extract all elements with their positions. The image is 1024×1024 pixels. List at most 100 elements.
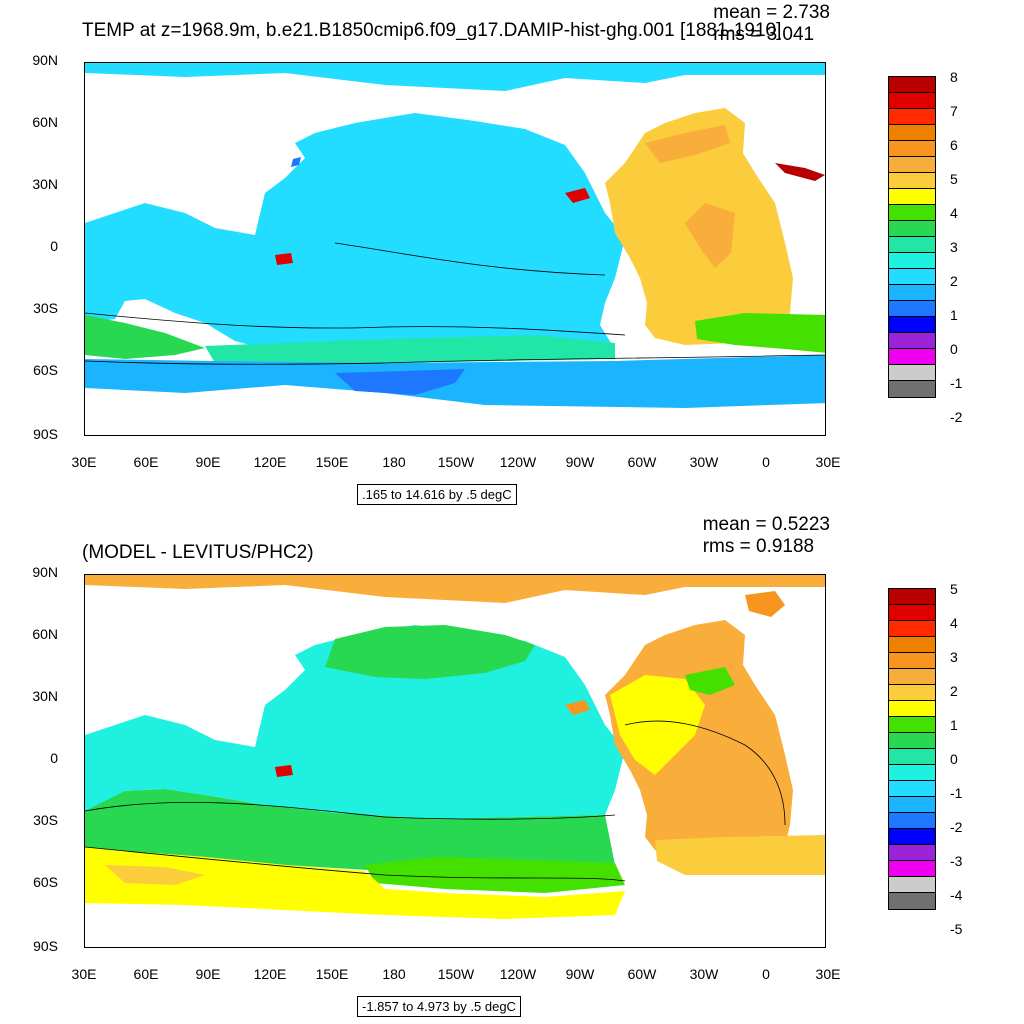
top-colorbar-label-8: 8	[950, 69, 958, 85]
colorbar-cell	[889, 813, 935, 829]
colorbar-cell	[889, 749, 935, 765]
colorbar-cell	[889, 781, 935, 797]
colorbar-cell	[889, 301, 935, 317]
colorbar-cell	[889, 349, 935, 365]
colorbar-cell	[889, 125, 935, 141]
top-lon-label-0: 0	[762, 454, 770, 470]
top-colorbar-label-6: 6	[950, 137, 958, 153]
bottom-atlantic-south-yellow	[655, 835, 825, 875]
bottom-red-spot-1	[275, 765, 293, 777]
colorbar-cell	[889, 109, 935, 125]
top-contour-info-label: .165 to 14.616 by .5 degC	[357, 484, 517, 505]
bottom-atlantic-yellow	[610, 675, 705, 775]
bottom-colorbar-label-minus4: -4	[950, 887, 963, 903]
bottom-lat-label-30n: 30N	[32, 688, 58, 704]
top-contour-3	[334, 242, 606, 276]
colorbar-cell	[889, 189, 935, 205]
colorbar-cell	[889, 605, 935, 621]
bottom-colorbar-label-4: 4	[950, 615, 958, 631]
colorbar-cell	[889, 333, 935, 349]
bottom-orange-spot	[565, 700, 590, 715]
top-colorbar-label-5: 5	[950, 171, 958, 187]
bottom-colorbar	[888, 588, 936, 910]
top-colorbar-label-2: 2	[950, 273, 958, 289]
bottom-lat-label-60n: 60N	[32, 626, 58, 642]
bottom-contour-info-label: -1.857 to 4.973 by .5 degC	[357, 996, 521, 1017]
colorbar-cell	[889, 717, 935, 733]
top-arctic-ocean	[85, 63, 825, 91]
top-colorbar	[888, 76, 936, 398]
top-contour-1	[85, 312, 626, 336]
bottom-rms-label: rms = 0.9188	[702, 536, 815, 557]
top-lat-label-0: 0	[50, 238, 58, 254]
colorbar-cell	[889, 877, 935, 893]
bottom-map	[84, 574, 826, 948]
top-map-graphic	[85, 63, 825, 408]
top-lon-label-150e: 150E	[315, 454, 349, 470]
top-lon-label-30e: 30E	[71, 454, 97, 470]
colorbar-cell	[889, 861, 935, 877]
bottom-atlantic-green	[685, 667, 735, 695]
top-colorbar-label-1: 1	[950, 307, 958, 323]
top-lon-label-60w: 60W	[627, 454, 657, 470]
top-blue-spot	[291, 157, 301, 167]
top-lat-label-90n: 90N	[32, 52, 58, 68]
top-colorbar-label-minus1: -1	[950, 375, 963, 391]
bottom-lat-label-0: 0	[50, 750, 58, 766]
top-lon-label-60e: 60E	[133, 454, 159, 470]
bottom-colorbar-label-0: 0	[950, 751, 958, 767]
top-contour-2	[85, 354, 825, 365]
bottom-lon-label-60e: 60E	[133, 966, 159, 982]
top-plot-title: TEMP at z=1968.9m, b.e21.B1850cmip6.f09_…	[82, 20, 782, 41]
top-lat-label-30s: 30S	[33, 300, 58, 316]
colorbar-cell	[889, 285, 935, 301]
colorbar-cell	[889, 797, 935, 813]
bottom-lon-label-90w: 90W	[565, 966, 595, 982]
bottom-colorbar-label-5: 5	[950, 581, 958, 597]
bottom-colorbar-label-minus1: -1	[950, 785, 963, 801]
top-lon-label-30e-end: 30E	[815, 454, 841, 470]
colorbar-cell	[889, 173, 935, 189]
bottom-arctic-ocean	[85, 575, 825, 603]
top-colorbar-label-3: 3	[950, 239, 958, 255]
bottom-southern-lightgreen	[365, 857, 625, 893]
bottom-map-graphic	[85, 575, 825, 919]
bottom-colorbar-label-2: 2	[950, 683, 958, 699]
colorbar-cell	[889, 893, 935, 909]
top-panel: TEMP at z=1968.9m, b.e21.B1850cmip6.f09_…	[32, 2, 963, 505]
bottom-lon-label-30e: 30E	[71, 966, 97, 982]
bottom-colorbar-label-minus5: -5	[950, 921, 963, 937]
top-mean-label: mean = 2.738	[713, 2, 830, 23]
bottom-colorbar-label-minus2: -2	[950, 819, 963, 835]
bottom-mean-label: mean = 0.5223	[702, 514, 830, 535]
bottom-lat-label-30s: 30S	[33, 812, 58, 828]
bottom-arctic-patch	[745, 591, 785, 617]
bottom-lon-label-120w: 120W	[499, 966, 537, 982]
bottom-southern-yellow	[85, 847, 625, 919]
top-antarctic-blue	[335, 369, 465, 395]
colorbar-cell	[889, 653, 935, 669]
bottom-contour-3	[624, 720, 786, 826]
top-atlantic-orange-south	[685, 203, 735, 268]
bottom-lon-label-0: 0	[762, 966, 770, 982]
colorbar-cell	[889, 701, 935, 717]
top-lon-label-120e: 120E	[253, 454, 287, 470]
top-colorbar-label-4: 4	[950, 205, 958, 221]
colorbar-cell	[889, 157, 935, 173]
top-lat-label-30n: 30N	[32, 176, 58, 192]
bottom-southern-green	[85, 789, 615, 875]
top-colorbar-label-0: 0	[950, 341, 958, 357]
top-lon-label-90w: 90W	[565, 454, 595, 470]
colorbar-cell	[889, 253, 935, 269]
bottom-lon-label-150e: 150E	[315, 966, 349, 982]
bottom-colorbar-label-minus3: -3	[950, 853, 963, 869]
bottom-lat-label-60s: 60S	[33, 874, 58, 890]
colorbar-cell	[889, 381, 935, 397]
top-colorbar-label-minus2: -2	[950, 409, 963, 425]
bottom-contour-1	[85, 801, 616, 820]
bottom-lat-label-90n: 90N	[32, 564, 58, 580]
bottom-lon-label-30w: 30W	[689, 966, 719, 982]
top-southern-green	[85, 315, 205, 359]
colorbar-cell	[889, 765, 935, 781]
top-pacific-ocean	[85, 113, 625, 353]
